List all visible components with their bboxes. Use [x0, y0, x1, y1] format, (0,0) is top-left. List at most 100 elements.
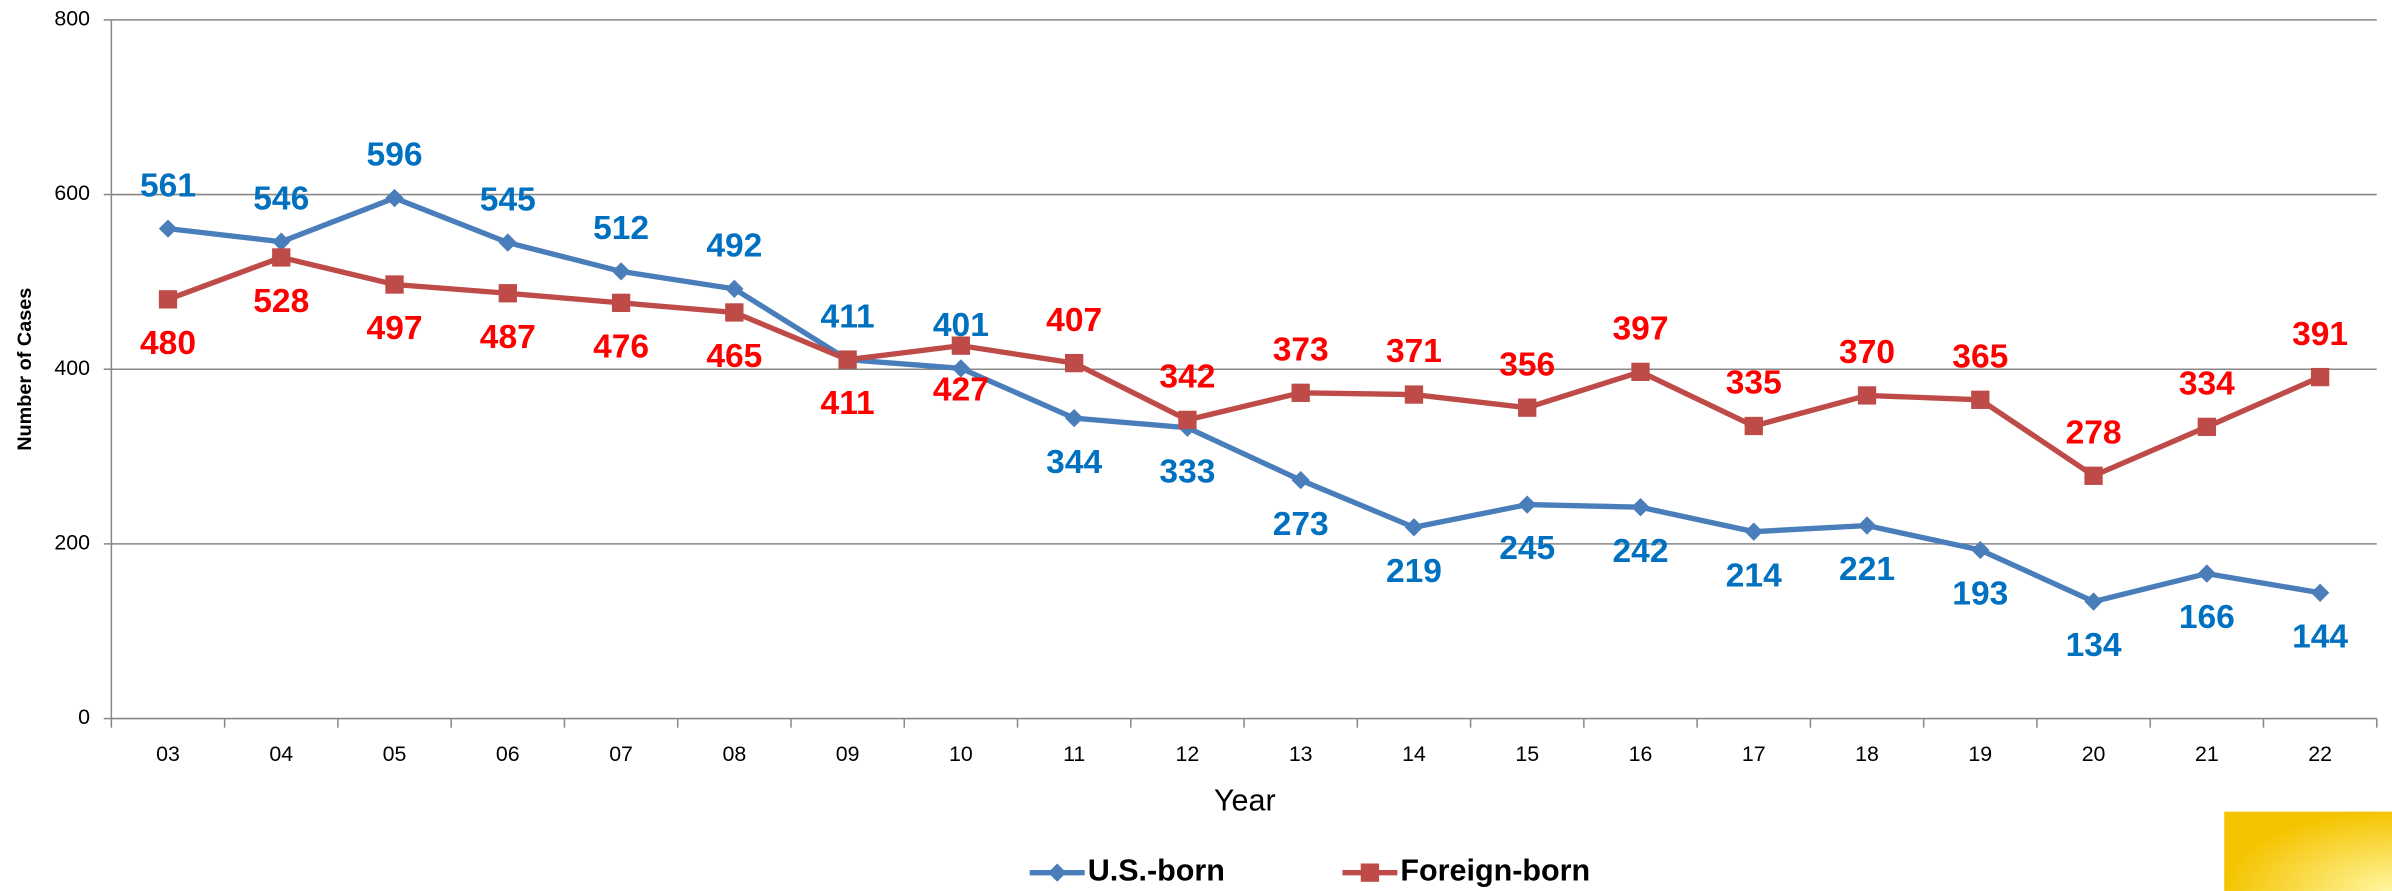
legend-label: Foreign-born [1400, 854, 1590, 888]
data-label: 334 [2179, 366, 2235, 403]
point [498, 284, 517, 303]
point [2197, 564, 2216, 583]
x-tick-label: 07 [609, 742, 633, 766]
data-label: 427 [933, 371, 989, 408]
x-tick-label: 16 [1629, 742, 1653, 766]
data-label: 476 [593, 328, 649, 365]
data-label: 528 [253, 283, 309, 320]
corner-decoration [2224, 811, 2392, 891]
data-label: 134 [2066, 627, 2122, 664]
data-label: 487 [480, 319, 536, 356]
x-tick-label: 18 [1855, 742, 1879, 766]
x-axis-label: Year [1214, 784, 1276, 818]
point [2310, 583, 2330, 602]
legend-item: Foreign-born [1342, 854, 1590, 888]
data-label: 411 [821, 298, 875, 335]
x-tick-label: 05 [383, 742, 407, 766]
data-label: 492 [706, 228, 762, 265]
data-label: 242 [1613, 533, 1669, 570]
data-label: 193 [1952, 576, 2008, 613]
data-label: 545 [480, 181, 536, 218]
point [951, 336, 971, 355]
x-tick-label: 08 [722, 742, 746, 766]
data-label: 144 [2292, 618, 2348, 655]
point [2197, 417, 2216, 437]
data-label: 411 [821, 385, 875, 422]
x-tick-label: 19 [1968, 742, 1992, 766]
legend-label: U.S.-born [1088, 854, 1225, 888]
point [1404, 518, 1424, 537]
data-label: 214 [1726, 557, 1782, 594]
point [1971, 540, 1990, 560]
point [611, 262, 631, 281]
x-tick-label: 06 [496, 742, 520, 766]
data-label: 546 [253, 180, 309, 217]
x-tick-label: 09 [836, 742, 860, 766]
point [725, 279, 744, 299]
data-label: 333 [1159, 453, 1215, 490]
data-label: 480 [140, 325, 196, 362]
data-label: 373 [1273, 331, 1329, 368]
point [272, 232, 291, 251]
point [1291, 383, 1310, 402]
data-label: 407 [1046, 302, 1102, 339]
x-tick-label: 14 [1402, 742, 1426, 766]
point [725, 303, 744, 322]
x-tick-label: 21 [2195, 742, 2219, 766]
point [1404, 385, 1424, 404]
y-axis-label: Number of Cases [14, 288, 36, 451]
point [158, 290, 178, 309]
point [158, 219, 178, 238]
y-tick-label: 200 [54, 531, 90, 555]
x-tick-label: 11 [1063, 742, 1085, 766]
data-label: 512 [593, 210, 649, 247]
point [1048, 863, 1067, 882]
point [1064, 353, 1084, 373]
point [1518, 495, 1537, 514]
point [1857, 516, 1877, 535]
x-tick-label: 17 [1742, 742, 1766, 766]
data-label: 370 [1839, 334, 1895, 371]
point [1518, 398, 1537, 417]
point [1857, 386, 1877, 405]
data-label: 465 [706, 338, 762, 375]
point [951, 359, 971, 378]
x-tick-label: 04 [269, 742, 293, 766]
data-label: 561 [140, 167, 196, 204]
data-label: 273 [1273, 506, 1329, 543]
point [1631, 498, 1650, 517]
data-label: 344 [1046, 444, 1102, 481]
x-tick-label: 15 [1515, 742, 1539, 766]
point [272, 248, 291, 267]
point [498, 233, 517, 252]
point [2310, 367, 2330, 387]
data-label: 166 [2179, 599, 2235, 636]
y-tick-label: 400 [54, 356, 90, 380]
data-label: 221 [1839, 551, 1895, 588]
point [2084, 466, 2103, 485]
point [1744, 522, 1763, 541]
point [1971, 390, 1990, 409]
point [1631, 362, 1650, 381]
data-label: 497 [367, 310, 423, 347]
point [1744, 416, 1763, 436]
data-label: 391 [2292, 316, 2348, 353]
data-label: 397 [1613, 311, 1669, 348]
data-label: 219 [1386, 553, 1442, 590]
data-label: 365 [1952, 338, 2008, 375]
y-tick-label: 600 [54, 181, 90, 205]
point [1360, 863, 1380, 882]
x-tick-label: 03 [156, 742, 180, 766]
point [1291, 470, 1310, 490]
data-label: 342 [1159, 359, 1215, 396]
y-tick-label: 800 [54, 7, 90, 31]
data-label: 278 [2066, 414, 2122, 451]
legend-item: U.S.-born [1029, 854, 1225, 888]
line [167, 254, 2322, 479]
point [385, 275, 404, 294]
data-label: 596 [367, 137, 423, 174]
data-label: 245 [1499, 530, 1555, 567]
x-tick-label: 10 [949, 742, 973, 766]
point [611, 293, 631, 313]
